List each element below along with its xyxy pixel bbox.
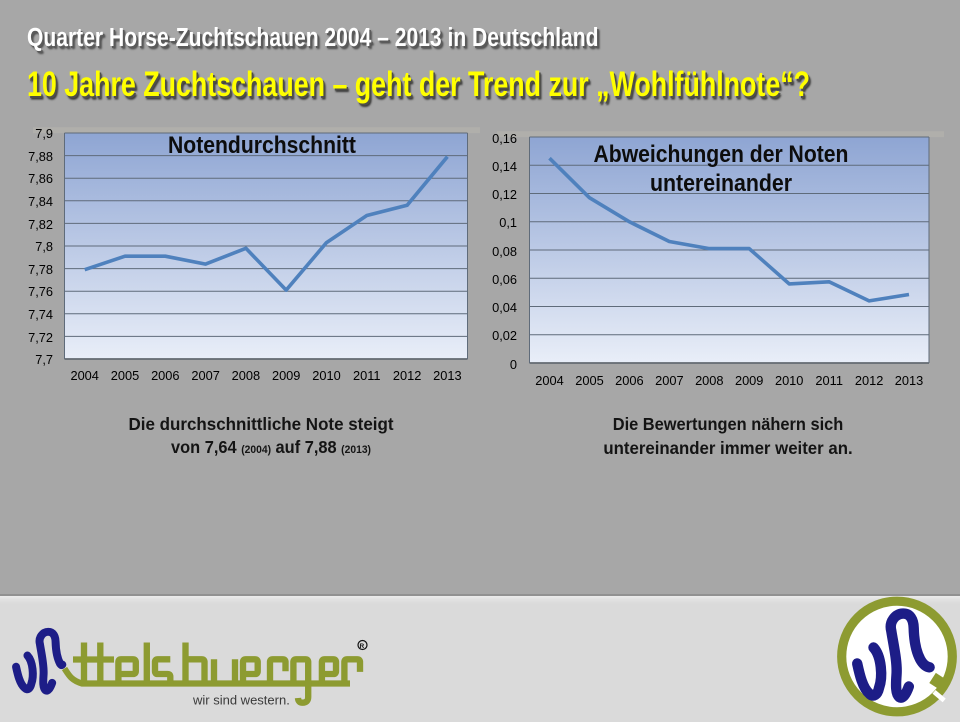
svg-text:wir sind western.: wir sind western.	[192, 693, 290, 708]
svg-text:R: R	[360, 643, 365, 650]
